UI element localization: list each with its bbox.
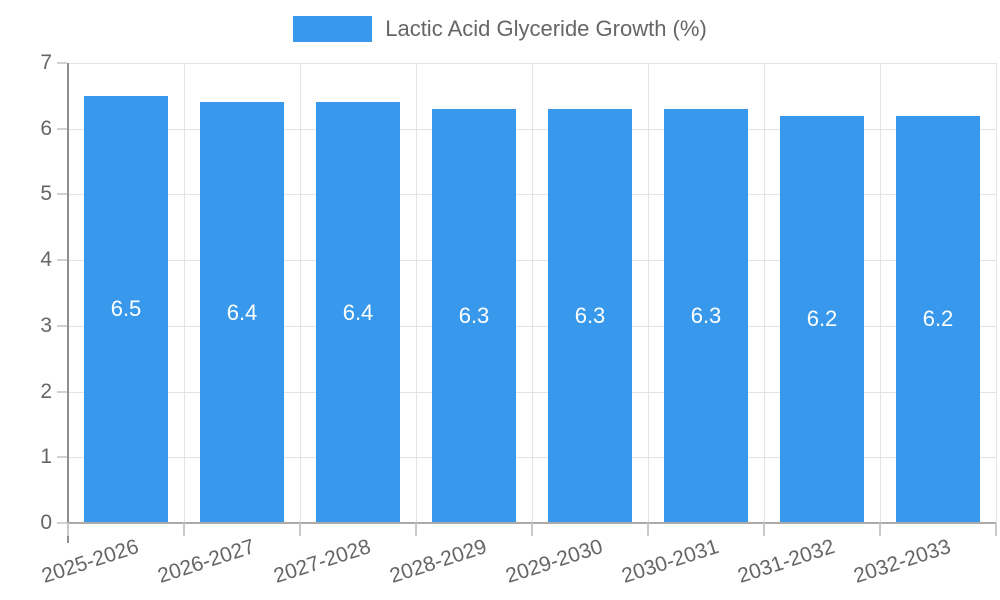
v-gridline <box>416 63 417 523</box>
y-tick-mark <box>57 456 67 459</box>
y-tick-mark <box>57 62 67 64</box>
y-tick-label: 5 <box>40 182 52 206</box>
y-tick-mark <box>57 193 67 196</box>
bar-value-label: 6.5 <box>110 296 142 322</box>
y-tick-mark <box>57 259 67 262</box>
chart-legend[interactable]: Lactic Acid Glyceride Growth (%) <box>0 16 1000 42</box>
v-gridline <box>880 63 881 523</box>
x-tick-label: 2032-2033 <box>850 535 954 588</box>
x-tick-label: 2027-2028 <box>270 535 374 588</box>
bar[interactable]: 6.2 <box>896 115 980 523</box>
bar[interactable]: 6.4 <box>316 102 400 523</box>
x-tick-label: 2025-2026 <box>38 535 142 588</box>
x-tick-mark <box>67 523 69 536</box>
bar[interactable]: 6.3 <box>548 109 632 523</box>
x-tick-mark <box>879 523 881 536</box>
y-tick-label: 0 <box>40 511 52 534</box>
y-tick-mark <box>57 390 67 393</box>
y-tick-mark <box>57 522 67 524</box>
v-gridline <box>764 63 765 523</box>
v-gridline <box>300 63 301 523</box>
y-tick-label: 6 <box>40 116 52 140</box>
v-gridline <box>184 63 185 523</box>
legend-label: Lactic Acid Glyceride Growth (%) <box>385 16 707 41</box>
v-gridline <box>996 63 997 523</box>
bar[interactable]: 6.5 <box>84 95 168 523</box>
y-tick-label: 1 <box>40 445 52 469</box>
bar-value-label: 6.3 <box>458 303 490 328</box>
bar-value-label: 6.3 <box>574 303 606 328</box>
bar-value-label: 6.3 <box>690 303 722 328</box>
x-tick-mark <box>763 523 765 536</box>
y-tick-label: 7 <box>40 51 52 74</box>
bar-value-label: 6.4 <box>226 299 258 325</box>
v-gridline <box>532 63 533 523</box>
x-tick-label: 2026-2027 <box>154 535 258 588</box>
x-tick-mark <box>299 523 301 536</box>
bar-value-label: 6.4 <box>342 299 374 325</box>
bar-value-label: 6.2 <box>922 306 954 332</box>
y-tick-label: 2 <box>40 379 52 403</box>
y-axis-line <box>67 63 69 543</box>
x-tick-label: 2030-2031 <box>618 535 722 588</box>
bar-value-label: 6.2 <box>806 306 838 332</box>
bar[interactable]: 6.4 <box>200 102 284 523</box>
v-gridline <box>648 63 649 523</box>
plot-area: 6.5 6.4 6.4 6.3 6.3 6.3 6.2 6.2 <box>68 63 997 523</box>
y-tick-label: 3 <box>40 313 52 337</box>
x-tick-mark <box>183 523 185 536</box>
y-tick-mark <box>57 324 67 327</box>
x-tick-label: 2031-2032 <box>734 535 838 588</box>
x-tick-mark <box>995 523 997 536</box>
bar[interactable]: 6.2 <box>780 115 864 523</box>
x-tick-label: 2029-2030 <box>502 535 606 588</box>
x-tick-label: 2028-2029 <box>386 535 490 588</box>
y-tick-label: 4 <box>40 248 52 272</box>
bar[interactable]: 6.3 <box>664 109 748 523</box>
x-tick-mark <box>531 523 533 536</box>
x-tick-mark <box>415 523 417 536</box>
bar[interactable]: 6.3 <box>432 109 516 523</box>
y-tick-mark <box>57 127 67 130</box>
x-tick-mark <box>647 523 649 536</box>
legend-swatch <box>293 16 373 42</box>
